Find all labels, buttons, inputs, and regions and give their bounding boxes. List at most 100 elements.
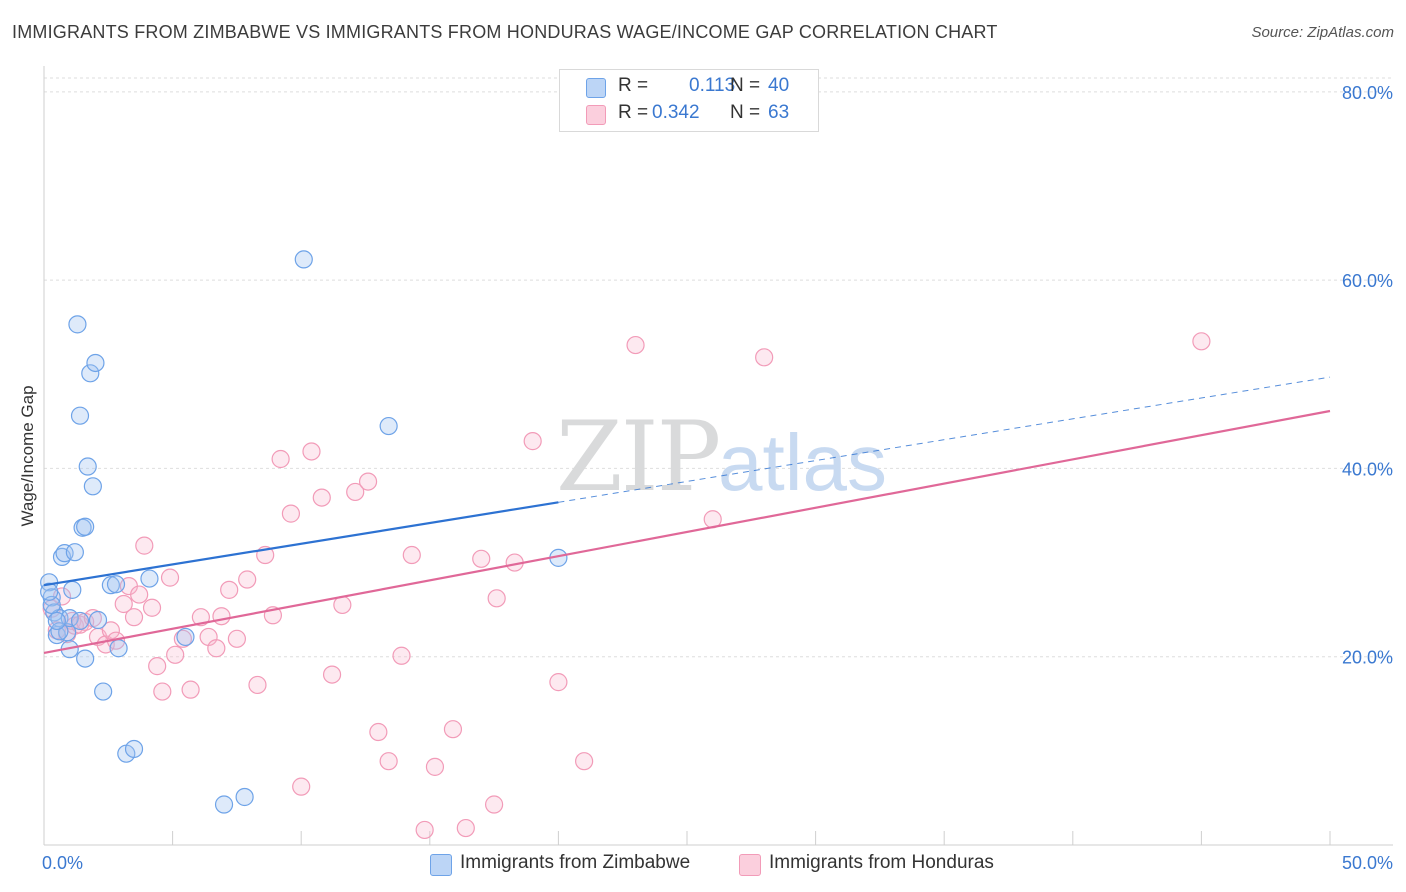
point-honduras: [425, 757, 445, 776]
legend-r-label: R =: [618, 102, 649, 123]
point-honduras: [472, 549, 491, 568]
point-honduras: [443, 720, 463, 739]
point-honduras: [220, 580, 239, 599]
bottom-legend-swatch-honduras: [739, 854, 761, 876]
point-honduras: [626, 335, 645, 355]
point-zimbabwe: [94, 682, 113, 701]
trend-line-zimbabwe-extension: [558, 376, 1331, 503]
bottom-legend-label-zimbabwe: Immigrants from Zimbabwe: [460, 852, 691, 873]
point-honduras: [166, 645, 185, 664]
point-honduras: [755, 348, 774, 367]
point-honduras: [456, 818, 475, 838]
y-axis-label: Wage/Income Gap: [18, 385, 37, 527]
chart-title: IMMIGRANTS FROM ZIMBABWE VS IMMIGRANTS F…: [12, 22, 998, 42]
y-tick-label: 60.0%: [1342, 271, 1393, 291]
point-zimbabwe: [76, 517, 95, 536]
point-honduras: [135, 536, 154, 555]
point-honduras: [346, 482, 365, 502]
point-zimbabwe: [176, 627, 195, 647]
point-honduras: [160, 568, 180, 587]
point-honduras: [369, 722, 388, 742]
y-tick-label: 20.0%: [1342, 648, 1393, 668]
bottom-legend-label-honduras: Immigrants from Honduras: [769, 852, 994, 873]
point-zimbabwe: [40, 582, 59, 601]
point-honduras: [173, 629, 192, 648]
tick-labels: 20.0% 40.0% 60.0% 80.0% 0.0% 50.0%: [42, 83, 1393, 873]
point-honduras: [1192, 332, 1211, 351]
point-honduras: [212, 607, 231, 626]
point-honduras: [523, 432, 542, 451]
legend-n-label: N =: [730, 75, 761, 96]
point-honduras: [248, 675, 267, 695]
point-zimbabwe: [70, 406, 90, 425]
point-honduras: [181, 680, 200, 699]
grid-lines: [44, 77, 1393, 658]
point-zimbabwe: [88, 610, 108, 630]
legend-n-value-honduras: 63: [768, 102, 790, 123]
point-zimbabwe: [294, 250, 313, 269]
bottom-legend-swatch-zimbabwe: [430, 854, 452, 876]
point-zimbabwe: [68, 315, 87, 334]
y-tick-label: 40.0%: [1342, 459, 1393, 479]
point-zimbabwe: [83, 477, 102, 496]
legend-r-value-zimbabwe: 0.113: [689, 75, 736, 96]
legend-swatch-honduras: [586, 105, 606, 125]
point-honduras: [142, 598, 162, 617]
watermark-zip: ZIP: [556, 401, 719, 513]
legend-r-label: R =: [618, 75, 649, 96]
point-honduras: [302, 442, 321, 461]
point-zimbabwe: [106, 575, 126, 594]
point-zimbabwe: [70, 611, 90, 631]
source-label: Source: ZipAtlas.com: [1251, 24, 1394, 41]
point-honduras: [207, 639, 226, 658]
point-zimbabwe: [76, 649, 95, 668]
point-honduras: [402, 545, 421, 565]
point-honduras: [292, 777, 311, 796]
point-zimbabwe: [101, 576, 120, 595]
x-tick-label: 50.0%: [1342, 853, 1393, 873]
point-honduras: [227, 629, 246, 648]
point-zimbabwe: [140, 569, 159, 588]
point-honduras: [238, 570, 257, 589]
trend-line-honduras: [43, 409, 1331, 655]
legend-swatch-zimbabwe: [586, 78, 606, 98]
point-honduras: [148, 657, 167, 676]
point-honduras: [575, 752, 594, 771]
point-honduras: [124, 608, 144, 627]
point-zimbabwe: [124, 739, 144, 759]
legend-r-value-honduras: 0.342: [652, 102, 700, 123]
point-honduras: [281, 504, 301, 523]
point-honduras: [153, 682, 172, 701]
legend-n-label: N =: [730, 102, 761, 123]
trend-line-zimbabwe: [43, 501, 559, 587]
point-honduras: [487, 589, 506, 608]
axes: [43, 66, 1393, 846]
point-honduras: [415, 820, 434, 840]
point-zimbabwe: [235, 787, 254, 807]
legend-n-value-zimbabwe: 40: [768, 75, 790, 96]
point-zimbabwe: [109, 639, 128, 658]
point-zimbabwe: [65, 543, 84, 562]
point-zimbabwe: [50, 622, 69, 641]
data-points: [40, 250, 1211, 840]
point-honduras: [485, 795, 504, 814]
point-honduras: [379, 752, 398, 771]
x-tick-label: 0.0%: [42, 853, 83, 873]
point-honduras: [549, 673, 568, 692]
point-zimbabwe: [47, 611, 66, 631]
point-honduras: [392, 646, 411, 665]
point-zimbabwe: [214, 795, 234, 814]
point-zimbabwe: [86, 353, 105, 373]
point-honduras: [358, 472, 378, 491]
point-zimbabwe: [379, 416, 398, 436]
point-zimbabwe: [78, 457, 97, 476]
point-honduras: [101, 621, 120, 640]
point-honduras: [322, 665, 342, 684]
point-honduras: [191, 608, 210, 627]
correlation-legend: R = 0.113 N = 40 R = 0.342 N = 63: [559, 69, 819, 132]
point-zimbabwe: [81, 364, 100, 383]
watermark: ZIP atlas: [556, 401, 887, 513]
point-honduras: [271, 449, 290, 469]
point-honduras: [114, 594, 133, 614]
